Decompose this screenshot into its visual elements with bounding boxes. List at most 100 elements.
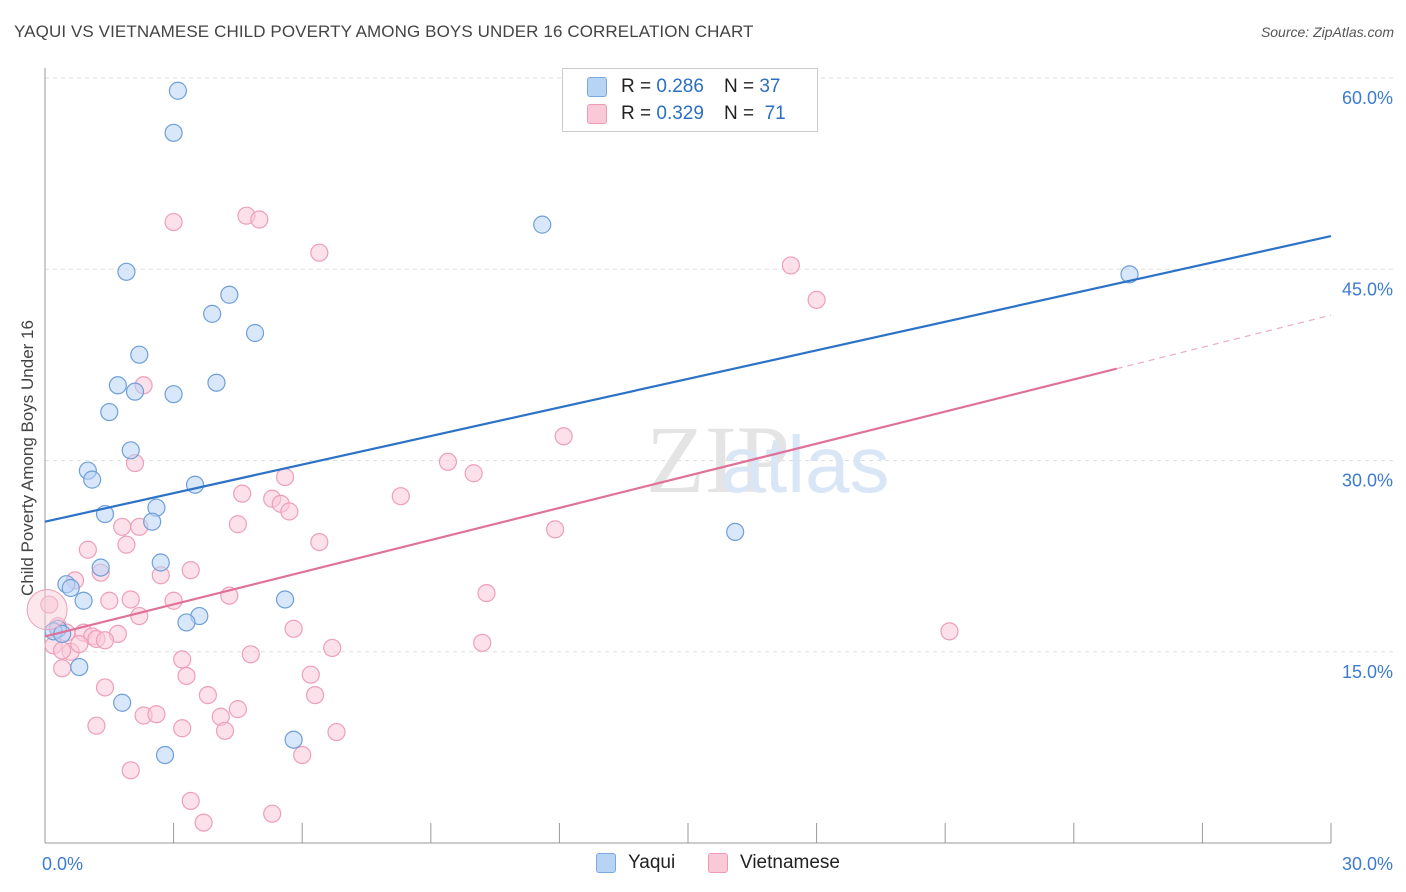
yaqui-point (151, 553, 170, 572)
vietnamese-point (305, 685, 325, 705)
yaqui-point (117, 262, 136, 281)
yaqui-point (533, 215, 552, 234)
vietnamese-point (147, 705, 166, 724)
y-tick-label: 60.0% (1342, 88, 1393, 108)
yaqui-point (203, 304, 222, 323)
vietnamese-point (121, 761, 140, 780)
yaqui-trend-line (44, 235, 1332, 523)
yaqui-r-value: 0.286 (656, 76, 704, 97)
source-credit: Source: ZipAtlas.com (1260, 24, 1394, 40)
yaqui-point (74, 591, 93, 610)
yaqui-point (284, 730, 303, 749)
vietnamese-point (473, 633, 492, 652)
vietnamese-point (293, 745, 312, 765)
bottom-legend-yaqui[interactable]: Yaqui (596, 852, 675, 874)
legend-row-yaqui: R = 0.286 N = 37 (587, 76, 780, 98)
vietnamese-point (177, 666, 196, 686)
yaqui-point (168, 81, 187, 100)
vietnamese-point (327, 722, 346, 742)
data-points (26, 81, 1139, 832)
vietnamese-point (310, 532, 329, 552)
y-tick-label: 45.0% (1342, 279, 1393, 299)
vietnamese-point (940, 622, 959, 641)
yaqui-point (113, 693, 132, 712)
vietnamese-point (70, 634, 89, 654)
yaqui-point (121, 441, 140, 460)
vietnamese-point (280, 502, 299, 521)
yaqui-point (275, 590, 295, 609)
vietnamese-r-value: 0.329 (656, 103, 704, 124)
vietnamese-point (301, 665, 320, 684)
yaqui-point (143, 512, 162, 531)
yaqui-point (100, 402, 119, 422)
y-tick-label: 30.0% (1342, 471, 1393, 491)
legend-row-vietnamese: R = 0.329 N = 71 (587, 103, 786, 125)
vietnamese-n-value: 71 (764, 103, 786, 124)
x-tick-label-max: 30.0% (1342, 854, 1393, 874)
trend-lines (44, 235, 1332, 638)
grid-lines (45, 77, 1393, 653)
yaqui-point (164, 385, 183, 404)
watermark-atlas: atlas (721, 420, 890, 509)
yaqui-point (125, 382, 145, 401)
vietnamese-point (546, 520, 565, 539)
vietnamese-point (250, 210, 269, 229)
vietnamese-point (164, 212, 183, 232)
yaqui-point (207, 373, 226, 392)
vietnamese-point (323, 638, 342, 658)
n-label: N = (723, 103, 755, 124)
x-tick-label-min: 0.0% (42, 854, 83, 874)
vietnamese-point (554, 427, 573, 446)
yaqui-legend-label: Yaqui (628, 852, 676, 873)
vietnamese-point (198, 685, 217, 705)
vietnamese-point (95, 631, 115, 650)
vietnamese-point (263, 804, 282, 823)
vietnamese-point (215, 721, 235, 740)
vietnamese-point (95, 678, 115, 697)
watermark-zip: ZIP (646, 406, 790, 513)
vietnamese-trend-line (44, 367, 1117, 638)
vietnamese-point (53, 659, 72, 678)
vietnamese-point (284, 619, 303, 638)
vietnamese-point (121, 590, 140, 609)
yaqui-point (61, 578, 80, 598)
yaqui-point (164, 123, 183, 142)
vietnamese-point (233, 484, 252, 503)
vietnamese-legend-swatch (708, 853, 728, 873)
vietnamese-point (173, 719, 192, 738)
axes (44, 68, 1332, 844)
vietnamese-swatch (587, 104, 607, 124)
yaqui-point (70, 657, 89, 677)
vietnamese-point (173, 650, 192, 669)
yaqui-point (726, 522, 745, 542)
vietnamese-point (87, 716, 106, 735)
vietnamese-point (781, 256, 800, 275)
yaqui-point (155, 745, 175, 765)
vietnamese-point (241, 645, 260, 664)
r-label: R = (621, 103, 652, 124)
vietnamese-point (438, 452, 458, 471)
vietnamese-point (275, 467, 295, 487)
yaqui-point (177, 613, 196, 632)
vietnamese-point (464, 464, 483, 483)
vietnamese-trend-extension (1116, 314, 1332, 370)
vietnamese-point (477, 583, 496, 603)
yaqui-point (220, 285, 239, 304)
y-tick-label: 15.0% (1342, 662, 1393, 682)
vietnamese-point (130, 606, 149, 626)
vietnamese-point (391, 487, 410, 506)
yaqui-point (91, 558, 110, 577)
correlation-legend: R = 0.286 N = 37 R = 0.329 N = 71 (562, 68, 818, 132)
tick-labels: 15.0% 30.0% 45.0% 60.0% 0.0% 30.0% (42, 88, 1393, 874)
vietnamese-point (228, 700, 247, 719)
vietnamese-point (40, 595, 59, 614)
yaqui-swatch (587, 77, 607, 97)
vietnamese-point (100, 591, 119, 610)
yaqui-point (245, 323, 265, 343)
yaqui-point (83, 470, 102, 489)
bottom-legend-vietnamese[interactable]: Vietnamese (708, 852, 840, 874)
vietnamese-point (53, 641, 72, 660)
vietnamese-point-large (26, 589, 68, 631)
vietnamese-point (807, 290, 826, 309)
yaqui-n-value: 37 (759, 76, 781, 97)
